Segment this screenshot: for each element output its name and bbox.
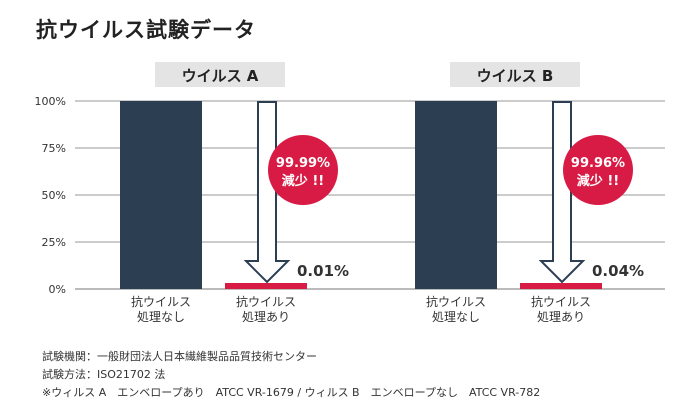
reduction-percent: 99.99%: [276, 156, 330, 171]
reduction-badge: [563, 135, 633, 205]
category-label: 処理なし: [137, 310, 185, 324]
note-method: 試験方法：ISO21702 法: [42, 368, 166, 381]
category-label: 抗ウイルス: [131, 294, 191, 309]
group-label-box: [450, 62, 580, 87]
chart: 0%25%50%75%100%ウイルス A抗ウイルス処理なし抗ウイルス処理あり0…: [35, 62, 665, 324]
y-tick-label: 0%: [49, 283, 66, 296]
page-title: 抗ウイルス試験データ: [36, 18, 256, 42]
category-label: 処理あり: [537, 310, 585, 324]
category-label: 抗ウイルス: [236, 294, 296, 309]
reduction-badge: [268, 135, 338, 205]
y-tick-label: 75%: [42, 142, 66, 155]
y-tick-label: 25%: [42, 236, 66, 249]
down-arrow-icon: [243, 101, 291, 284]
reduction-text: 減少 !!: [282, 173, 324, 189]
value-label: 0.01%: [297, 262, 349, 280]
note-institution: 試験機関：一般財団法人日本繊維製品品質技術センター: [42, 350, 317, 363]
group-label-box: [155, 62, 285, 87]
category-label: 抗ウイルス: [426, 294, 486, 309]
bar: [415, 101, 497, 289]
group-label: ウイルス A: [182, 67, 259, 85]
bar: [225, 283, 307, 289]
category-label: 抗ウイルス: [531, 294, 591, 309]
y-tick-label: 50%: [42, 189, 66, 202]
bar: [120, 101, 202, 289]
category-label: 処理あり: [242, 310, 290, 324]
notes: 試験機関：一般財団法人日本繊維製品品質技術センター 試験方法：ISO21702 …: [42, 348, 540, 402]
category-label: 処理なし: [432, 310, 480, 324]
y-tick-label: 100%: [35, 95, 66, 108]
value-label: 0.04%: [592, 262, 644, 280]
reduction-text: 減少 !!: [577, 173, 619, 189]
note-virus: ※ウィルス A エンベロープあり ATCC VR-1679 / ウィルス B エ…: [42, 386, 541, 399]
bar: [520, 283, 602, 289]
group-label: ウイルス B: [477, 67, 554, 85]
down-arrow-icon: [538, 101, 586, 284]
reduction-percent: 99.96%: [571, 156, 625, 171]
